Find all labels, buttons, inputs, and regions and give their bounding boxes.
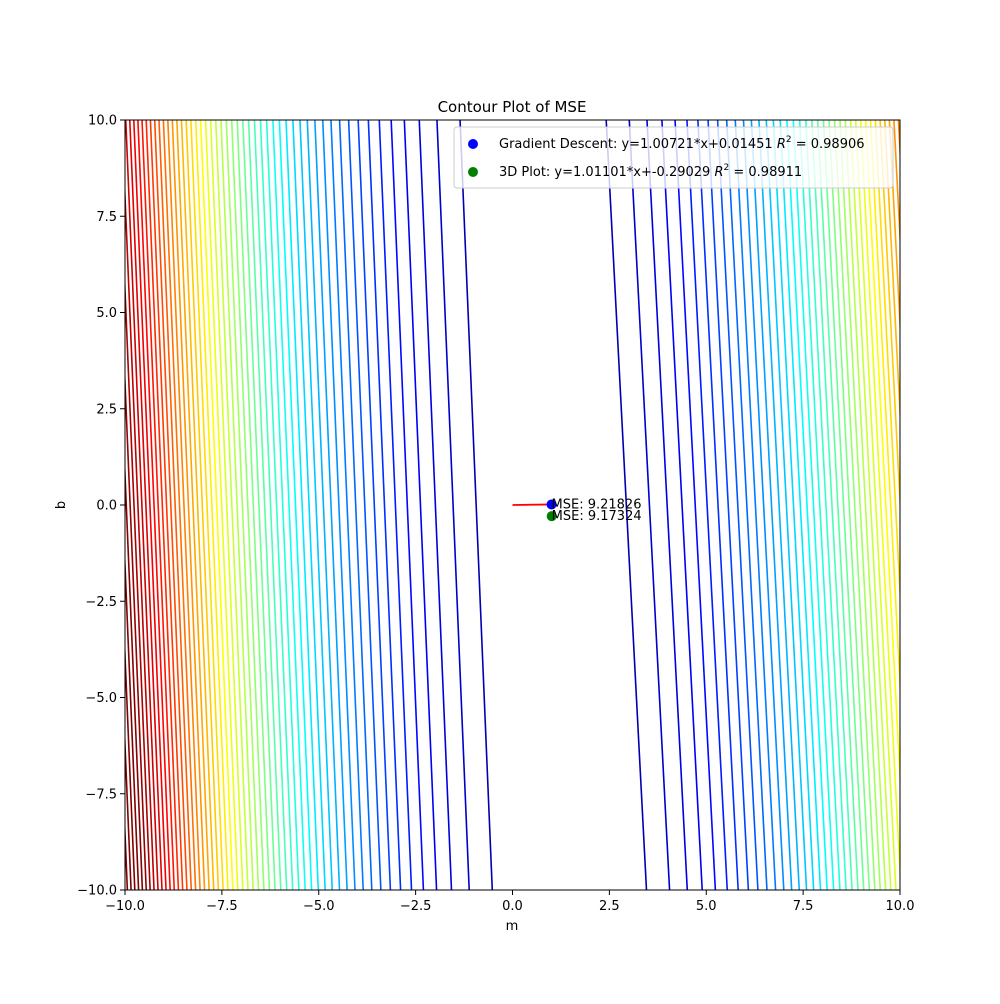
x-tick-label: 7.5 bbox=[793, 899, 814, 914]
contour-line bbox=[898, 120, 938, 890]
contour-line bbox=[916, 120, 956, 890]
x-tick-label: 5.0 bbox=[696, 899, 717, 914]
contour-line bbox=[8, 120, 40, 890]
legend-entry-label: 3D Plot: y=1.01101*x+-0.29029 R2 = 0.989… bbox=[499, 163, 802, 180]
contour-line bbox=[996, 120, 1000, 890]
contour-line bbox=[0, 120, 22, 890]
mse-annotation: MSE: 9.17324 bbox=[552, 509, 642, 524]
legend-marker bbox=[468, 139, 478, 149]
contour-line bbox=[920, 120, 960, 890]
contour-line bbox=[924, 120, 964, 890]
y-tick-label: −5.0 bbox=[85, 691, 117, 706]
x-tick-label: 10.0 bbox=[886, 899, 915, 914]
contour-line bbox=[0, 120, 28, 890]
contour-line bbox=[989, 120, 1000, 890]
contour-line bbox=[0, 120, 19, 890]
contour-line bbox=[956, 120, 996, 890]
contour-line bbox=[21, 120, 53, 890]
y-tick-label: −7.5 bbox=[85, 787, 117, 802]
contour-line bbox=[0, 120, 31, 890]
contour-line bbox=[903, 120, 943, 890]
legend-marker bbox=[468, 167, 478, 177]
y-tick-label: 5.0 bbox=[96, 306, 117, 321]
y-tick-label: 0.0 bbox=[96, 499, 117, 514]
x-axis-label: m bbox=[506, 919, 519, 934]
y-axis-label: b bbox=[54, 501, 69, 509]
contour-line bbox=[975, 120, 1000, 890]
contour-line bbox=[932, 120, 972, 890]
contour-line bbox=[2, 120, 34, 890]
contour-line bbox=[971, 120, 1000, 890]
descent-path bbox=[513, 504, 552, 505]
x-axis-ticks: −10.0 −7.5 −5.0 −2.5 0.0 2.5 5.0 7.5 10.0 bbox=[105, 890, 914, 914]
x-tick-label: 2.5 bbox=[599, 899, 620, 914]
x-tick-label: 0.0 bbox=[502, 899, 523, 914]
contour-line bbox=[24, 120, 56, 890]
contour-line bbox=[5, 120, 37, 890]
contour-line bbox=[14, 120, 46, 890]
contour-line bbox=[907, 120, 947, 890]
x-tick-label: −7.5 bbox=[206, 899, 238, 914]
contour-line bbox=[982, 120, 1000, 890]
y-tick-label: 2.5 bbox=[96, 402, 117, 417]
legend-entry-label: Gradient Descent: y=1.00721*x+0.01451 R2… bbox=[499, 135, 865, 152]
y-tick-label: −2.5 bbox=[85, 595, 117, 610]
y-tick-label: −10.0 bbox=[77, 884, 117, 899]
contour-line bbox=[952, 120, 992, 890]
contour-line bbox=[928, 120, 968, 890]
contour-line bbox=[948, 120, 988, 890]
contour-line bbox=[67, 120, 99, 890]
contour-line bbox=[960, 120, 1000, 890]
contour-line bbox=[993, 120, 1000, 890]
y-tick-label: 7.5 bbox=[96, 210, 117, 225]
y-axis-ticks: −10.0 −7.5 −5.0 −2.5 0.0 2.5 5.0 7.5 10.0 bbox=[77, 114, 125, 899]
descent-path-layer bbox=[513, 504, 552, 505]
x-tick-label: −5.0 bbox=[303, 899, 335, 914]
contour-line bbox=[940, 120, 980, 890]
x-tick-label: −10.0 bbox=[105, 899, 145, 914]
contour-line bbox=[936, 120, 976, 890]
contour-line bbox=[11, 120, 43, 890]
contour-line bbox=[944, 120, 984, 890]
chart-title: Contour Plot of MSE bbox=[438, 98, 587, 116]
contour-line bbox=[967, 120, 1000, 890]
contour-line bbox=[17, 120, 49, 890]
contour-line bbox=[964, 120, 1000, 890]
contour-line bbox=[986, 120, 1000, 890]
contour-line bbox=[912, 120, 952, 890]
legend: Gradient Descent: y=1.00721*x+0.01451 R2… bbox=[454, 127, 893, 188]
contour-line bbox=[978, 120, 1000, 890]
x-tick-label: −2.5 bbox=[400, 899, 432, 914]
contour-line bbox=[0, 120, 25, 890]
y-tick-label: 10.0 bbox=[88, 114, 117, 129]
